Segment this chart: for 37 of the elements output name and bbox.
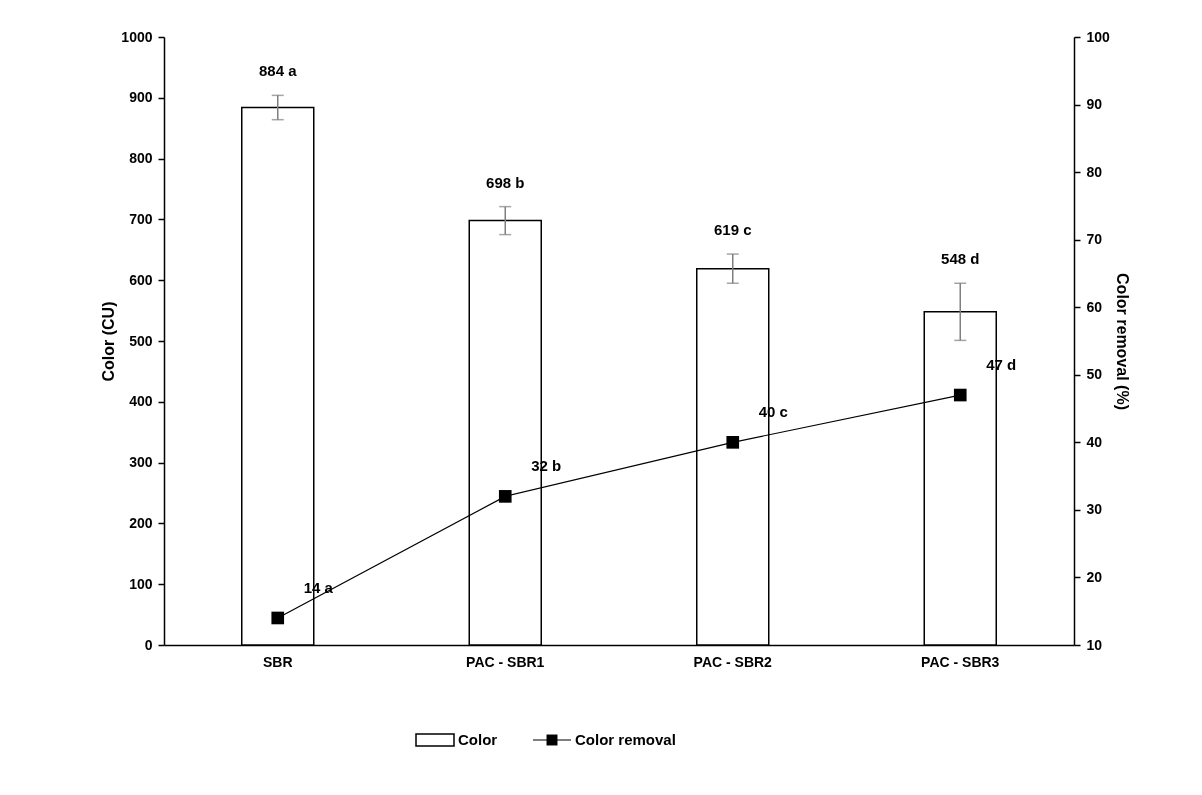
y2-tick-label: 60 xyxy=(1086,298,1103,315)
y-tick-label: 400 xyxy=(129,393,153,410)
x-tick-label: PAC - SBR3 xyxy=(921,653,1000,670)
data-label: 698 b xyxy=(486,173,525,191)
y-tick-label: 1000 xyxy=(121,28,153,45)
y2-tick-label: 40 xyxy=(1086,433,1103,450)
point xyxy=(498,490,512,503)
y-tick-label: 600 xyxy=(129,271,153,288)
y-tick-label: 0 xyxy=(144,636,153,653)
point xyxy=(726,436,740,449)
data-label: 548 d xyxy=(941,250,980,268)
y-tick-label: 800 xyxy=(129,150,153,167)
y-tick-label: 300 xyxy=(129,454,153,471)
y2-tick-label: 70 xyxy=(1086,231,1103,248)
y2-tick-label: 90 xyxy=(1086,96,1103,113)
y2-tick-label: 50 xyxy=(1086,366,1103,383)
y-tick-label: 700 xyxy=(129,210,153,227)
point xyxy=(271,611,285,625)
data-label: 619 c xyxy=(713,221,752,239)
y-tick-label: 100 xyxy=(129,575,153,592)
legend-label: Color xyxy=(458,731,498,748)
y-tick-label: 500 xyxy=(129,332,153,349)
x-tick-label: PAC - SBR2 xyxy=(693,653,773,670)
data-label: 884 a xyxy=(258,62,298,80)
legend-label: Color removal xyxy=(575,731,676,748)
y2-tick-label: 100 xyxy=(1086,28,1111,45)
y-axis-title: Color (CU) xyxy=(100,301,118,382)
y2-tick-label: 80 xyxy=(1086,163,1103,180)
y-tick-label: 900 xyxy=(129,89,153,106)
y2-tick-label: 20 xyxy=(1086,568,1103,585)
x-tick-label: PAC - SBR1 xyxy=(466,653,545,670)
y2-tick-label: 10 xyxy=(1086,636,1103,653)
y2-axis-title: Color removal (%) xyxy=(1113,273,1131,410)
y2-tick-label: 30 xyxy=(1086,501,1103,518)
point xyxy=(953,388,967,402)
x-tick-label: SBR xyxy=(262,653,293,670)
y-tick-label: 200 xyxy=(129,514,153,531)
